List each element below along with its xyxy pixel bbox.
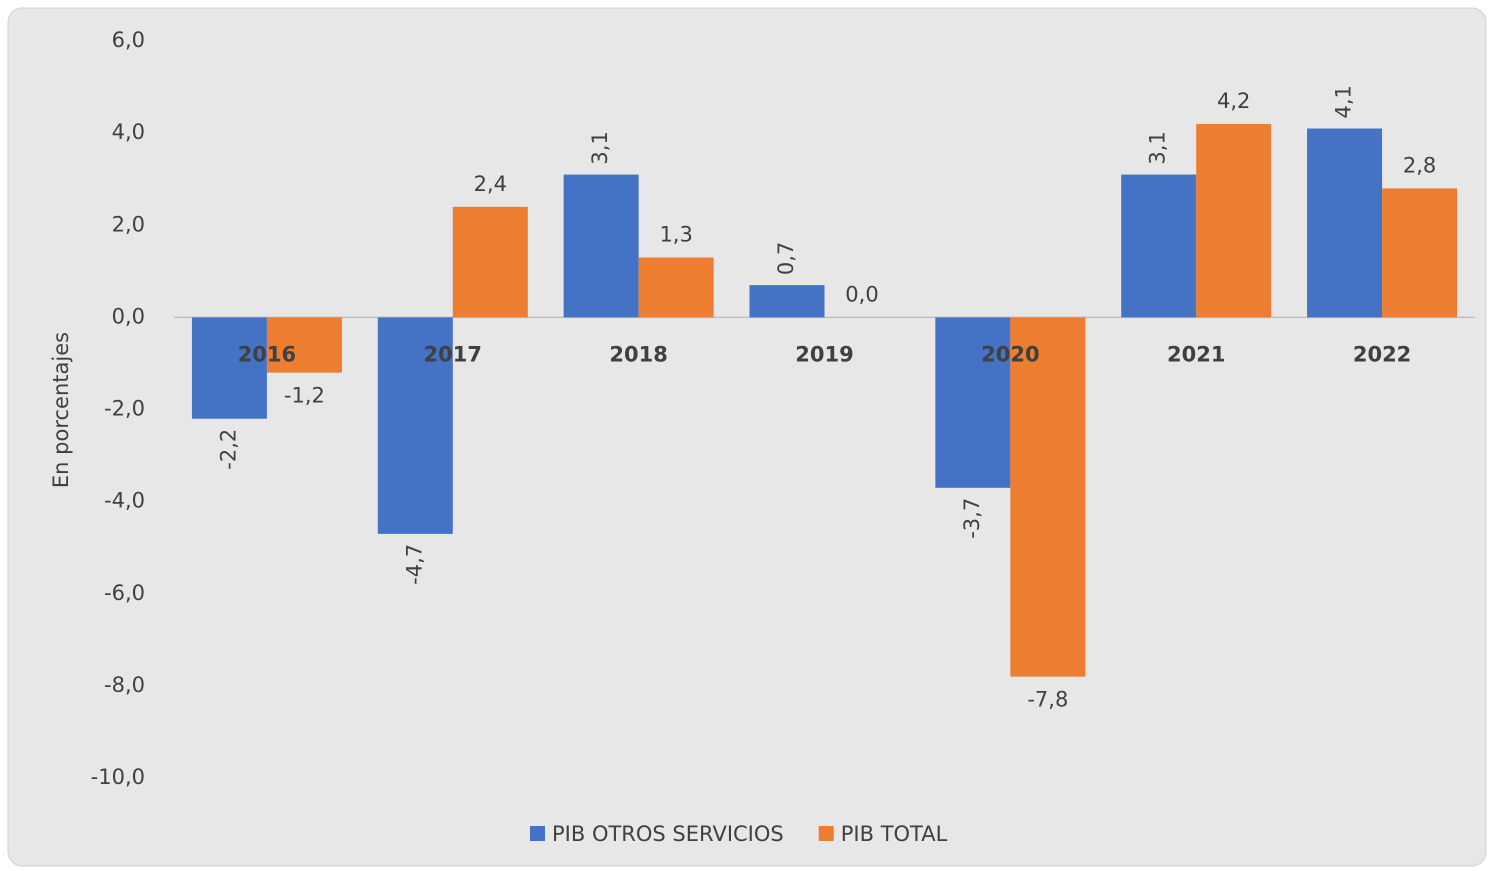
bar [749,285,825,318]
bar [1196,123,1272,318]
x-tick-label: 2022 [1353,342,1411,366]
y-tick-label: -4,0 [104,489,145,513]
value-label: 3,1 [588,131,612,164]
y-tick-label: -10,0 [91,765,145,789]
y-tick-label: 0,0 [112,304,145,328]
value-label: 2,4 [474,172,507,196]
bar [1307,128,1383,318]
x-tick-label: 2019 [795,342,853,366]
bar [266,317,342,373]
x-tick-label: 2016 [238,342,296,366]
bar [1121,174,1197,318]
bar [377,317,453,534]
x-tick-label: 2021 [1167,342,1225,366]
y-axis-title: En porcentajes [49,332,73,488]
y-tick-label: 2,0 [112,212,145,236]
value-label: -4,7 [402,544,426,585]
x-tick-label: 2018 [609,342,667,366]
x-tick-label: 2020 [981,342,1039,366]
y-tick-label: 6,0 [112,28,145,52]
x-tick-label: 2017 [424,342,482,366]
value-label: -3,7 [960,498,984,539]
y-tick-label: -2,0 [104,397,145,421]
value-label: 1,3 [659,222,692,246]
value-label: 0,7 [774,242,798,275]
bar [1382,188,1458,318]
value-label: 2,8 [1403,153,1436,177]
legend-label: PIB OTROS SERVICIOS [552,822,784,846]
value-label: -7,8 [1027,688,1068,712]
value-label: 0,0 [845,282,878,306]
value-label: -1,2 [284,384,325,408]
legend-swatch [530,826,545,841]
value-label: 4,1 [1332,85,1356,118]
bar [935,317,1011,488]
bar [191,317,267,419]
bar [638,257,714,318]
bar [1010,317,1086,677]
bar [452,206,528,318]
chart-background [7,7,1487,867]
legend-label: PIB TOTAL [841,822,948,846]
y-tick-label: 4,0 [112,120,145,144]
y-tick-label: -8,0 [104,673,145,697]
value-label: 3,1 [1146,131,1170,164]
value-label: 4,2 [1217,89,1250,113]
y-tick-label: -6,0 [104,581,145,605]
value-label: -2,2 [216,429,240,470]
legend-swatch [818,826,834,841]
bar [563,174,639,318]
